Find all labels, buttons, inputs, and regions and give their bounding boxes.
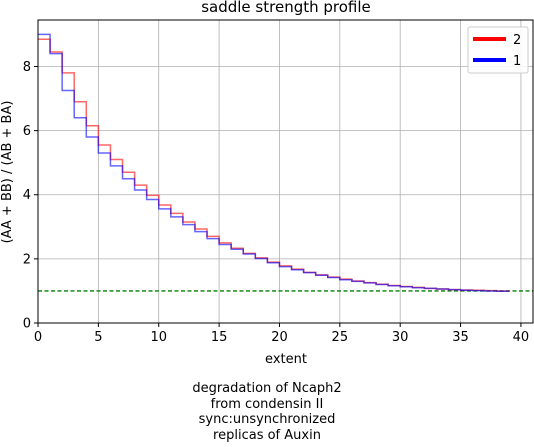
y-axis-label: (AA + BB) / (AB + BA) [0,101,15,244]
x-tick-label: 10 [150,330,167,345]
y-tick-label: 4 [23,188,31,203]
x-tick-label: 35 [452,330,469,345]
series-group [38,33,510,293]
x-tick-label: 0 [34,330,42,345]
caption-line: degradation of Ncaph2 [192,381,342,396]
legend: 21 [467,26,529,74]
caption: degradation of Ncaph2 from condensin II … [0,381,534,443]
x-tick-label: 40 [513,330,530,345]
series-line [38,33,510,293]
y-tick-label: 2 [23,252,31,267]
legend-label: 1 [513,54,521,69]
x-tick-label: 15 [211,330,228,345]
x-tick-label: 25 [332,330,349,345]
y-tick-label: 0 [23,317,31,332]
x-axis-ticks: 0 5 10 15 20 25 30 35 40 [34,323,529,345]
chart-title: saddle strength profile [201,0,371,16]
legend-label: 2 [513,33,521,48]
caption-line: sync:unsynchronized [198,412,336,427]
plot-frame [37,19,534,324]
chart: 0 5 10 15 20 25 30 35 40 0 2 4 6 8 saddle strength p… [0,0,534,367]
plot-background [38,20,533,323]
y-axis-ticks: 0 2 4 6 8 [23,60,38,332]
x-tick-label: 5 [94,330,102,345]
y-tick-label: 8 [23,60,31,75]
caption-line: from condensin II [210,396,324,412]
y-tick-label: 6 [23,124,31,139]
x-tick-label: 20 [271,330,288,345]
x-axis-label: extent [265,352,307,367]
x-tick-label: 30 [392,330,409,345]
caption-line: replicas of Auxin [213,427,321,443]
